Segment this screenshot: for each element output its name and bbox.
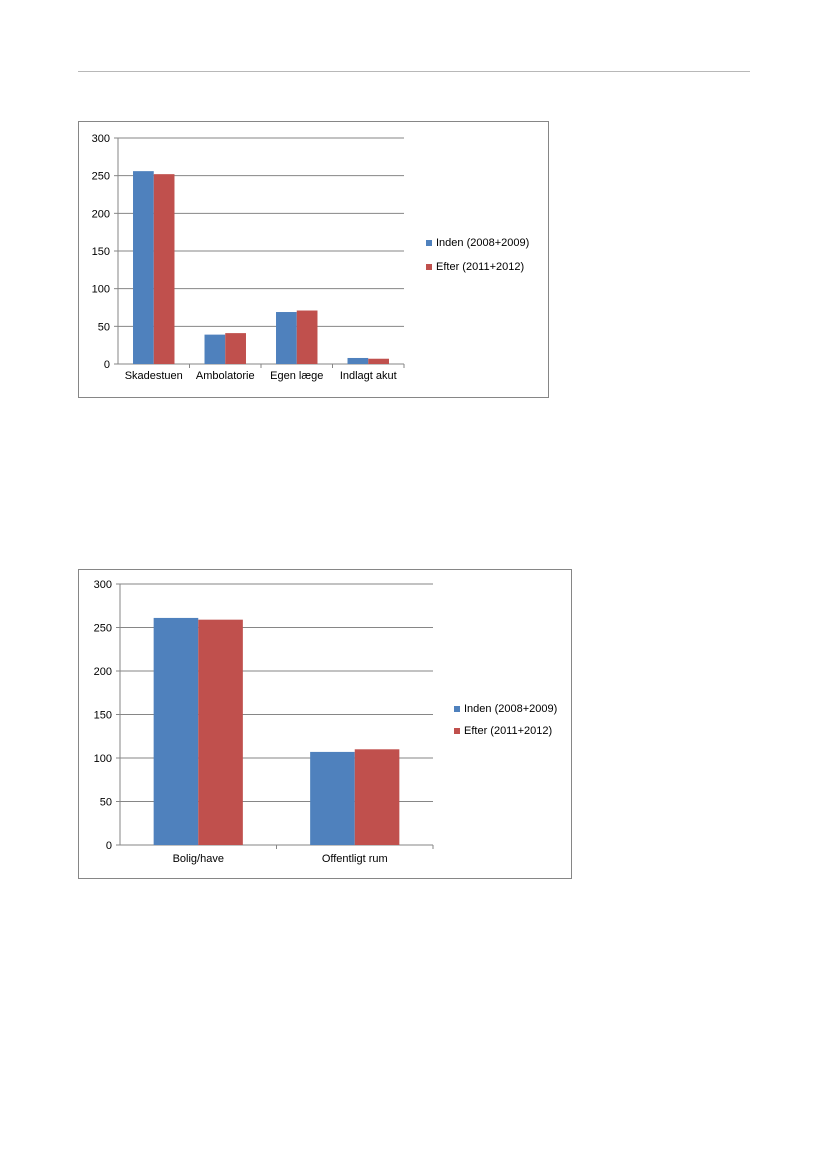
chart-2-svg: 0 50 100 150 200 250 300 Bolig/have Offentligt r… (94, 579, 558, 865)
legend-swatch (426, 240, 432, 246)
bar (204, 334, 226, 364)
bar (198, 619, 243, 845)
chart-location-of-treatment: 0 50 100 150 200 250 300 Skadestuen Ambolatorie E… (78, 121, 549, 398)
legend-swatch (454, 706, 460, 712)
y-tick-label: 200 (92, 208, 110, 220)
legend-swatch (426, 264, 432, 270)
legend-label: Efter (2011+2012) (464, 725, 552, 737)
y-tick-label: 100 (94, 753, 112, 765)
bar (296, 310, 318, 364)
y-tick-label: 200 (94, 666, 112, 678)
y-tick-label: 0 (106, 840, 112, 852)
x-tick-label: Egen læge (270, 370, 323, 382)
x-tick-label: Offentligt rum (322, 853, 388, 865)
chart-1-svg: 0 50 100 150 200 250 300 Skadestuen Ambolatorie E… (92, 133, 530, 382)
y-tick-label: 50 (98, 321, 110, 333)
y-tick-label: 100 (92, 284, 110, 296)
bar (133, 171, 154, 364)
y-tick-label: 50 (100, 797, 112, 809)
y-tick-label: 300 (92, 133, 110, 145)
legend-label: Efter (2011+2012) (436, 261, 524, 273)
y-tick-label: 300 (94, 579, 112, 591)
y-tick-label: 150 (94, 710, 112, 722)
y-tick-label: 150 (92, 246, 110, 258)
y-tick-label: 0 (104, 359, 110, 371)
header-rule (78, 71, 750, 72)
bar (368, 358, 389, 364)
legend-label: Inden (2008+2009) (436, 237, 529, 249)
x-tick-label: Ambolatorie (196, 370, 255, 382)
legend-label: Inden (2008+2009) (464, 703, 557, 715)
bar (153, 174, 175, 364)
x-tick-label: Skadestuen (125, 370, 183, 382)
legend-swatch (454, 728, 460, 734)
bar (276, 312, 297, 364)
chart-place-of-injury: 0 50 100 150 200 250 300 Bolig/have Offentligt r… (78, 569, 572, 879)
bar (310, 751, 355, 845)
bar (347, 357, 369, 364)
y-tick-label: 250 (94, 623, 112, 635)
bar (354, 749, 400, 845)
bar (153, 617, 199, 845)
x-tick-label: Indlagt akut (340, 370, 397, 382)
x-tick-label: Bolig/have (173, 853, 224, 865)
bar (225, 333, 246, 364)
y-tick-label: 250 (92, 171, 110, 183)
